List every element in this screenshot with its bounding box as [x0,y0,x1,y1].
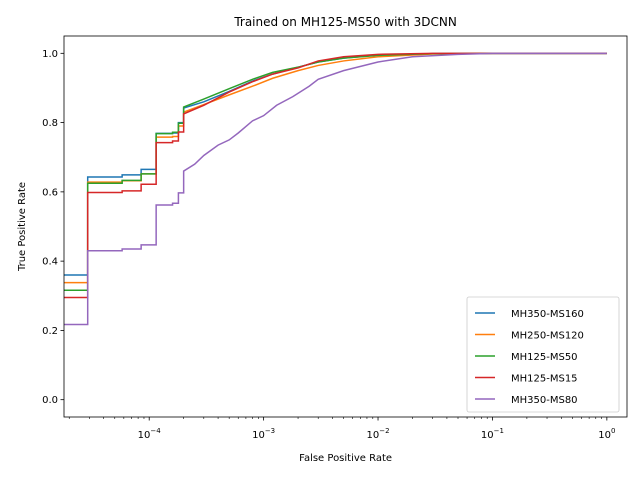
chart-title: Trained on MH125-MS50 with 3DCNN [233,15,457,29]
x-tick-label: 10−4 [138,427,162,441]
legend-label: MH250-MS120 [511,331,584,342]
y-tick-label: 0.6 [42,187,58,198]
legend-label: MH350-MS80 [511,395,578,406]
y-tick-label: 0.0 [42,395,58,406]
series-group [64,52,607,326]
series-line-mh125-ms15 [64,52,607,299]
series-line-mh350-ms160 [64,52,607,276]
x-tick-label: 10−3 [252,427,275,441]
y-tick-label: 1.0 [42,49,58,60]
legend-label: MH125-MS50 [511,352,578,363]
series-line-mh125-ms50 [64,52,607,291]
legend: MH350-MS160 MH250-MS120 MH125-MS50 MH125-MS… [466,296,620,413]
series-line-mh350-ms80 [64,52,607,326]
x-tick-label: 10−2 [366,427,389,441]
y-tick-label: 0.4 [42,257,58,268]
y-tick-label: 0.8 [42,118,58,129]
plot-frame [63,35,628,418]
x-tick-label: 10−1 [481,427,504,441]
x-axis-label: False Positive Rate [299,453,392,464]
x-tick-label: 100 [598,427,615,441]
plot-area: 0.0 0.2 0.4 0.6 0.8 1.0 10−4 10−3 10−2 10−1 100 [42,35,628,441]
legend-label: MH350-MS160 [511,309,584,320]
series-line-mh250-ms120 [64,52,607,284]
y-tick-label: 0.2 [42,326,58,337]
legend-frame [466,296,620,413]
y-axis-label: True Positive Rate [17,182,28,272]
legend-label: MH125-MS15 [511,374,578,385]
